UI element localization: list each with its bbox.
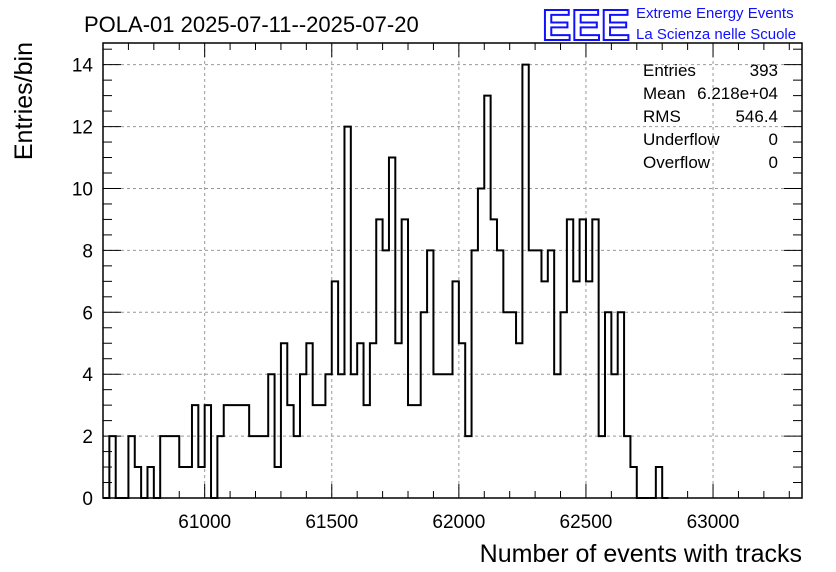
y-tick-label: 4 — [82, 365, 93, 386]
eee-logo: EEE Extreme Energy Events La Scienza nel… — [541, 0, 796, 51]
stats-value-mean: 6.218e+04 — [697, 84, 778, 103]
y-axis-label: Entries/bin — [10, 42, 38, 160]
stats-label-mean: Mean — [643, 84, 686, 103]
x-axis-label: Number of events with tracks — [480, 540, 802, 568]
logo-line-2: La Scienza nelle Scuole — [636, 26, 796, 43]
histogram-series — [103, 63, 669, 499]
stats-label-entries: Entries — [643, 61, 696, 80]
stats-value-rms: 546.4 — [735, 107, 778, 126]
x-tick-label: 63000 — [687, 512, 740, 533]
logo-line-1: Extreme Energy Events — [636, 5, 794, 22]
stats-label-underflow: Underflow — [643, 130, 720, 149]
y-tick-label: 14 — [72, 56, 94, 77]
x-tick-label: 62000 — [432, 512, 485, 533]
stats-value-overflow: 0 — [769, 153, 778, 172]
y-tick-label: 0 — [82, 489, 93, 510]
y-tick-label: 10 — [72, 179, 93, 200]
plot-frame — [102, 42, 803, 499]
stats-box: Entries 393 Mean 6.218e+04 RMS 546.4 Und… — [643, 61, 778, 172]
y-tick-label: 12 — [72, 118, 93, 139]
grid-lines — [103, 43, 802, 498]
x-tick-label: 62500 — [560, 512, 613, 533]
x-tick-label: 61000 — [178, 512, 231, 533]
x-tick-label: 61500 — [305, 512, 358, 533]
y-tick-label: 8 — [82, 241, 93, 262]
stats-label-overflow: Overflow — [643, 153, 711, 172]
stats-label-rms: RMS — [643, 107, 681, 126]
chart-title: POLA-01 2025-07-11--2025-07-20 — [84, 12, 419, 37]
stats-value-underflow: 0 — [769, 130, 778, 149]
stats-value-entries: 393 — [750, 61, 778, 80]
eee-logo-mark: EEE — [542, 1, 630, 50]
axis-ticks — [102, 43, 802, 499]
axis-tick-labels: 61000 61500 62000 62500 63000 0 2 4 6 8 10 12 14 — [72, 56, 740, 533]
y-tick-label: 2 — [82, 427, 93, 448]
y-tick-label: 6 — [82, 303, 93, 324]
